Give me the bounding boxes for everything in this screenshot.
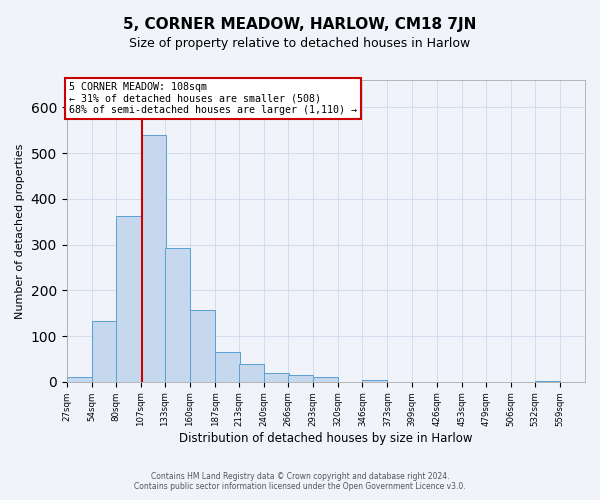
Text: Size of property relative to detached houses in Harlow: Size of property relative to detached ho… (130, 38, 470, 51)
Bar (313, 378, 338, 382)
Bar (116, 216, 141, 382)
Bar (264, 372, 289, 382)
Bar (165, 248, 190, 382)
X-axis label: Distribution of detached houses by size in Harlow: Distribution of detached houses by size … (179, 432, 473, 445)
Bar (239, 364, 264, 382)
Text: Contains public sector information licensed under the Open Government Licence v3: Contains public sector information licen… (134, 482, 466, 491)
Text: 5 CORNER MEADOW: 108sqm
← 31% of detached houses are smaller (508)
68% of semi-d: 5 CORNER MEADOW: 108sqm ← 31% of detache… (68, 82, 356, 116)
Bar (535, 381, 560, 382)
Bar (362, 380, 388, 382)
Bar (141, 135, 166, 382)
Text: 5, CORNER MEADOW, HARLOW, CM18 7JN: 5, CORNER MEADOW, HARLOW, CM18 7JN (124, 18, 476, 32)
Bar (92, 321, 117, 382)
Y-axis label: Number of detached properties: Number of detached properties (15, 143, 25, 318)
Text: Contains HM Land Registry data © Crown copyright and database right 2024.: Contains HM Land Registry data © Crown c… (151, 472, 449, 481)
Bar (215, 352, 240, 382)
Bar (67, 378, 92, 382)
Bar (190, 310, 215, 382)
Bar (288, 376, 313, 382)
